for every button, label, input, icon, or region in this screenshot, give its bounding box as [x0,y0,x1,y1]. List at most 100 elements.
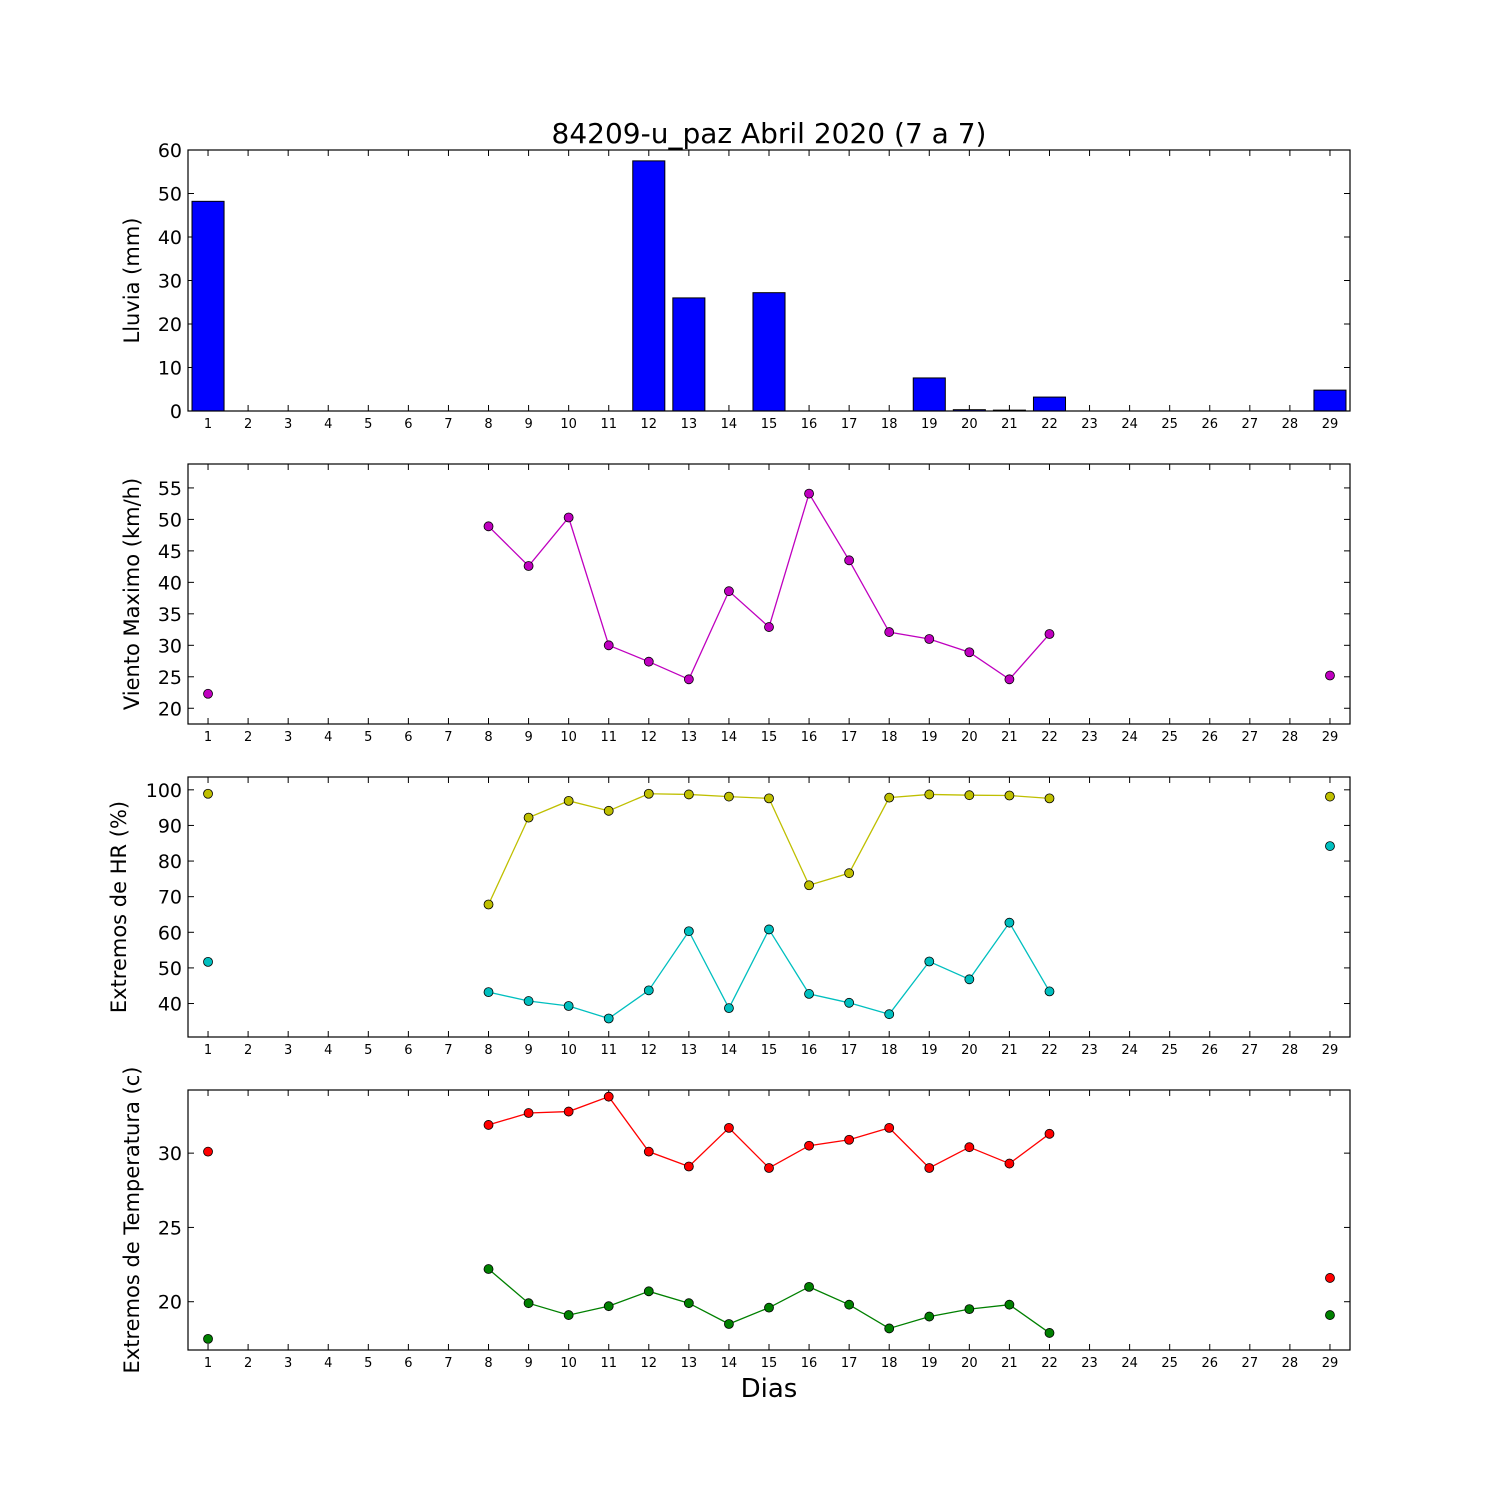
data-point [603,1301,614,1312]
data-point [884,627,895,637]
y-tick-label: 20 [158,1292,182,1314]
x-tick-label: 1 [204,1043,212,1058]
y-tick-label: 50 [158,509,182,531]
data-point [924,1311,935,1322]
data-point [764,793,774,804]
x-tick-label: 6 [404,417,412,432]
x-tick-label: 4 [324,730,332,745]
bar [672,297,706,412]
x-tick-label: 5 [364,417,372,432]
data-point [483,1264,494,1274]
x-tick-label: 19 [921,1356,938,1371]
x-tick-label: 10 [560,1043,577,1058]
x-tick-label: 16 [801,1043,818,1058]
y-tick-label: 25 [158,667,182,689]
x-tick-label: 3 [284,1356,292,1371]
x-tick-label: 15 [761,1356,778,1371]
data-point [964,974,975,985]
x-tick-label: 4 [324,1043,332,1058]
y-tick-label: 45 [158,541,182,563]
x-tick-label: 11 [600,417,617,432]
data-point [724,1319,734,1329]
x-tick-label: 14 [721,1043,738,1058]
bar [1313,389,1347,412]
x-tick-label: 25 [1161,417,1178,432]
x-tick-label: 8 [484,730,492,745]
y-tick-label: 90 [158,815,182,837]
x-tick-label: 8 [484,417,492,432]
y-tick-label: 80 [158,851,182,873]
data-point [1325,1273,1335,1283]
data-point [1004,1299,1015,1310]
x-tick-label: 5 [364,1043,372,1058]
data-point [884,1323,895,1334]
data-point [203,956,213,967]
x-tick-label: 9 [524,1356,532,1371]
plot-frame [187,776,1351,1038]
data-point [203,1333,213,1344]
x-tick-label: 14 [721,417,738,432]
data-point [924,634,935,644]
x-tick-label: 26 [1201,1356,1218,1371]
x-tick-label: 20 [961,730,978,745]
data-point [1044,1128,1055,1139]
data-point [724,1122,734,1133]
x-tick-label: 14 [721,1356,738,1371]
data-point [884,1009,895,1020]
x-tick-label: 8 [484,1043,492,1058]
x-tick-label: 3 [284,1043,292,1058]
x-tick-label: 28 [1282,1043,1299,1058]
x-tick-label: 28 [1282,730,1299,745]
x-tick-label: 18 [881,730,898,745]
data-point [603,640,614,651]
data-point [203,788,213,799]
x-tick-label: 13 [681,1043,698,1058]
x-tick-label: 2 [244,1356,252,1371]
x-tick-label: 12 [641,1356,658,1371]
data-point [804,488,814,499]
y-tick-label: 35 [158,604,182,626]
x-tick-label: 10 [560,417,577,432]
y-tick-label: 60 [158,140,182,162]
data-point [1325,1310,1335,1320]
x-tick-label: 7 [444,1043,452,1058]
x-tick-label: 13 [681,730,698,745]
x-tick-label: 29 [1322,417,1339,432]
x-tick-label: 29 [1322,1356,1339,1371]
x-tick-label: 10 [560,1356,577,1371]
x-tick-label: 17 [841,730,858,745]
data-point [964,1142,975,1153]
x-tick-label: 9 [524,730,532,745]
data-point [643,788,654,799]
data-point [724,586,734,597]
x-tick-label: 18 [881,1043,898,1058]
x-tick-label: 2 [244,730,252,745]
x-tick-label: 12 [641,417,658,432]
y-tick-label: 0 [170,401,182,423]
data-point [764,924,774,935]
x-tick-label: 26 [1201,730,1218,745]
plot-frame [187,149,1351,412]
data-point [1325,841,1335,851]
x-tick-label: 19 [921,1043,938,1058]
x-tick-label: 20 [961,1043,978,1058]
data-point [683,926,694,937]
x-axis-label: Dias [741,1374,798,1404]
x-tick-label: 17 [841,1356,858,1371]
y-tick-label: 40 [158,994,182,1016]
data-point [683,789,694,800]
data-point [1004,790,1015,801]
data-point [1044,986,1055,997]
x-tick-label: 25 [1161,730,1178,745]
x-tick-label: 3 [284,730,292,745]
data-point [1044,1328,1055,1338]
plot-frame [187,1089,1351,1351]
data-point [764,1163,774,1173]
x-tick-label: 19 [921,417,938,432]
x-tick-label: 28 [1282,1356,1299,1371]
data-point [563,1001,574,1011]
series-line [489,794,1330,905]
x-tick-label: 23 [1081,1356,1098,1371]
